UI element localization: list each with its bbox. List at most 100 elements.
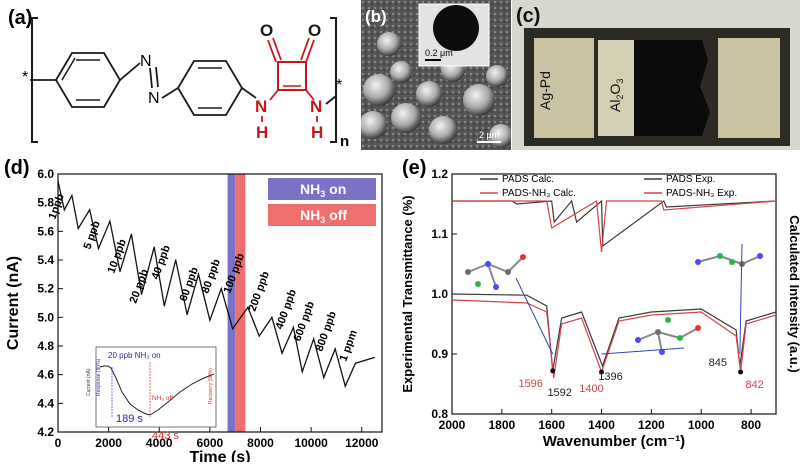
inset-curve [99,365,215,416]
trace-point [258,335,260,337]
concentration-label: 800 ppb [314,310,340,353]
electrode-right [718,38,780,138]
ir-spectra-chart: (e) 2000 1800 1600 1400 1200 1000 800 0.8 0.9 1.0… [400,157,800,450]
bond [267,39,277,63]
main-scale-text: 2 μm [479,130,499,140]
microsphere [429,116,457,144]
inset-frame [95,346,217,428]
concentration-label: 200 ppb [247,270,273,313]
y-tick-label: 4.6 [37,368,54,382]
trace-point [197,273,200,275]
bond [272,37,282,61]
bond [300,37,310,61]
nh3-on-band [227,174,236,432]
concentration-label: 80 ppb [200,257,223,295]
bond [305,89,315,101]
x-axis-label: Time (s) [189,449,250,462]
x-tick-label: 1400 [588,418,615,432]
trace-point [271,316,273,318]
y-tick-label: 0.8 [431,407,448,421]
oxygen-1: O [260,21,273,40]
microsphere [359,111,387,139]
peak-label-red: 1596 [518,378,542,390]
inset-scale-text: 0.2 μm [425,48,453,58]
benzene-ring-1 [54,52,122,108]
concentration-label: 10 ppb [106,237,129,275]
panel-d-label: (d) [4,157,30,179]
trace-point [220,288,222,290]
x-tick-label: 4000 [146,436,173,450]
bond [119,62,141,81]
bond [241,87,257,99]
y-tick-label: 4.4 [37,396,54,410]
annotation-arrow [601,347,685,355]
trace-point [57,180,59,182]
bond [305,39,315,63]
x-tick-label: 0 [55,436,62,450]
trace-point [344,385,346,387]
trace-point [292,326,295,328]
bond [161,87,179,99]
x-tick-label: 800 [741,418,761,432]
trace-point [63,209,65,211]
peak-label-black: 845 [709,357,727,369]
bond [61,57,76,81]
nh-hydrogen-1: H [256,123,268,142]
trace-point [186,313,188,316]
substrate-label: Al2O3 [607,79,625,112]
y-tick-label: 5.0 [37,310,54,324]
concentration-label: 1 ppm [338,328,360,363]
nh-hydrogen-2: H [311,123,323,142]
microsphere [363,74,395,106]
x-axis-label: Wavenumber (cm⁻¹) [543,433,685,450]
panel-a: (a) * * n N N N H [0,0,360,150]
y-tick-label: 4.2 [37,425,54,439]
peak-marker [738,369,744,375]
legend-entry: PADS Calc. [502,174,554,185]
x-tick-label: 1600 [538,418,565,432]
x-tick-label: 2000 [95,436,122,450]
sensing-film [634,40,710,136]
inset-ylabel: Current (nA) [86,368,92,396]
x-tick-label: 1200 [638,418,665,432]
trace-point [354,362,357,364]
star-right: * [336,77,342,94]
peak-label-red: 842 [745,379,763,391]
spectrum-line [452,199,777,253]
legend-entry: PADS-NH₃ Calc. [502,188,576,199]
nh-nitrogen-1: N [255,97,267,116]
x-tick-label: 8000 [247,436,274,450]
azo-n-1: N [140,53,152,70]
y-tick-label: 0.9 [431,347,448,361]
trace-point [77,227,79,230]
tem-sphere [433,5,479,51]
bond [149,67,153,89]
molecule-model-3 [695,253,763,267]
electrode-left [534,38,594,138]
x-tick-label: 1000 [688,418,715,432]
nh3-legend: NH3 on NH3 off [268,178,376,226]
spectrum-line [451,299,777,379]
trace-point [153,246,155,248]
panel-b: 0.2 μm 2 μm (b) [359,0,513,150]
oxygen-2: O [308,21,321,40]
plot-frame [57,173,383,433]
panel-b-label: (b) [365,7,387,26]
microsphere [391,103,421,133]
trace-point [281,352,283,354]
peak-marker [550,368,556,374]
panel-e-label: (e) [402,157,426,179]
y-axis-label: Current (nA) [5,256,22,350]
panel-c-label: (c) [516,5,540,27]
y-axis-label-right: Calculated Intensity (a.u.) [787,215,800,372]
trace-point [247,306,249,308]
y-tick-label: 1.1 [431,227,448,241]
trace-point [140,293,143,295]
concentration-label: 400 ppb [274,288,300,331]
legend-on-text: NH3 on [300,181,346,199]
legend-off-swatch [268,204,376,226]
x-tick-label: 12000 [345,436,379,450]
y-tick-label: 1.0 [431,287,448,301]
trace-point [71,194,73,197]
trace-point [334,348,336,350]
